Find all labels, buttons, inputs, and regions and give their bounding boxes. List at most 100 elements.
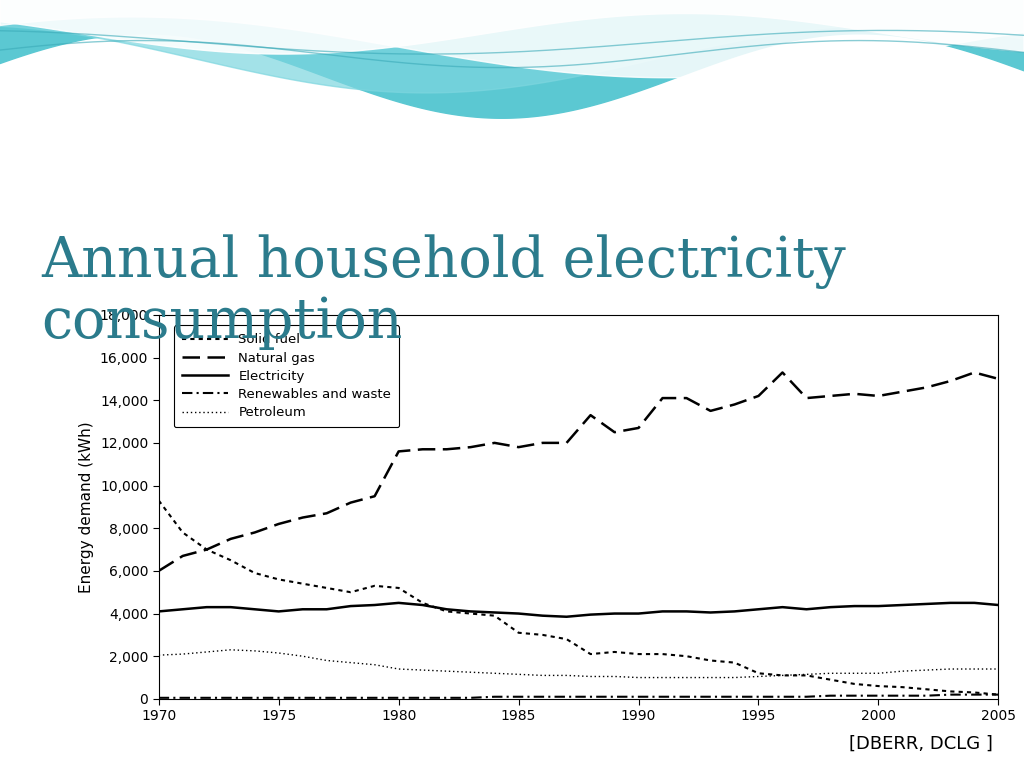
Solid fuel <box>465 609 477 618</box>
Renewables and waste <box>392 694 404 703</box>
Petroleum <box>440 667 453 676</box>
Renewables and waste <box>992 690 1005 699</box>
Solid fuel <box>153 496 165 505</box>
Natural gas <box>896 387 908 396</box>
Electricity <box>417 601 429 610</box>
Electricity <box>249 604 261 614</box>
Solid fuel <box>392 584 404 593</box>
Renewables and waste <box>872 691 885 700</box>
Petroleum <box>872 669 885 678</box>
Solid fuel <box>776 670 788 680</box>
Line: Solid fuel: Solid fuel <box>159 501 998 694</box>
Line: Petroleum: Petroleum <box>159 650 998 677</box>
Natural gas <box>776 368 788 377</box>
Legend: Solid fuel, Natural gas, Electricity, Renewables and waste, Petroleum: Solid fuel, Natural gas, Electricity, Re… <box>174 326 399 427</box>
Natural gas <box>585 411 597 420</box>
Natural gas <box>848 389 860 399</box>
Solid fuel <box>656 650 669 659</box>
Renewables and waste <box>921 691 933 700</box>
Natural gas <box>680 393 692 402</box>
Renewables and waste <box>585 692 597 701</box>
Renewables and waste <box>369 694 381 703</box>
Petroleum <box>344 658 356 667</box>
Electricity <box>872 601 885 611</box>
Petroleum <box>560 670 572 680</box>
Electricity <box>512 609 524 618</box>
Solid fuel <box>753 669 765 678</box>
Petroleum <box>272 648 285 657</box>
Solid fuel <box>680 651 692 660</box>
Solid fuel <box>272 574 285 584</box>
Electricity <box>608 609 621 618</box>
Natural gas <box>440 445 453 454</box>
Natural gas <box>465 442 477 452</box>
Petroleum <box>992 664 1005 674</box>
Petroleum <box>585 672 597 681</box>
Petroleum <box>417 665 429 675</box>
Renewables and waste <box>848 691 860 700</box>
Solid fuel <box>728 658 740 667</box>
Natural gas <box>969 368 981 377</box>
Solid fuel <box>344 588 356 597</box>
Petroleum <box>753 672 765 681</box>
Electricity <box>344 601 356 611</box>
Petroleum <box>801 670 813 679</box>
Petroleum <box>728 673 740 682</box>
Solid fuel <box>537 631 549 640</box>
Renewables and waste <box>249 694 261 703</box>
Electricity <box>633 609 645 618</box>
Electricity <box>321 604 333 614</box>
Petroleum <box>321 656 333 665</box>
Solid fuel <box>249 568 261 578</box>
Renewables and waste <box>969 690 981 699</box>
Renewables and waste <box>465 694 477 703</box>
Line: Electricity: Electricity <box>159 603 998 617</box>
Electricity <box>224 603 237 612</box>
Electricity <box>272 607 285 616</box>
Solid fuel <box>872 681 885 690</box>
Natural gas <box>728 400 740 409</box>
Electricity <box>488 608 501 617</box>
Electricity <box>297 604 309 614</box>
Solid fuel <box>848 680 860 689</box>
Electricity <box>896 601 908 610</box>
Electricity <box>585 610 597 619</box>
Natural gas <box>872 392 885 401</box>
Electricity <box>921 599 933 608</box>
Solid fuel <box>944 687 956 696</box>
Text: Annual household electricity: Annual household electricity <box>41 234 846 289</box>
Petroleum <box>921 665 933 675</box>
Electricity <box>392 598 404 607</box>
Line: Renewables and waste: Renewables and waste <box>159 694 998 698</box>
Natural gas <box>824 392 837 401</box>
Petroleum <box>512 670 524 679</box>
Electricity <box>537 611 549 621</box>
Petroleum <box>848 669 860 678</box>
Petroleum <box>201 647 213 657</box>
Electricity <box>969 598 981 607</box>
Natural gas <box>537 439 549 448</box>
Electricity <box>656 607 669 616</box>
Renewables and waste <box>753 692 765 701</box>
Petroleum <box>896 667 908 676</box>
Natural gas <box>656 393 669 402</box>
Petroleum <box>656 673 669 682</box>
Petroleum <box>705 673 717 682</box>
Solid fuel <box>297 579 309 588</box>
Solid fuel <box>369 581 381 591</box>
Petroleum <box>488 669 501 678</box>
Renewables and waste <box>201 694 213 703</box>
Solid fuel <box>992 690 1005 699</box>
Renewables and waste <box>680 692 692 701</box>
Natural gas <box>992 374 1005 383</box>
Renewables and waste <box>560 692 572 701</box>
Renewables and waste <box>824 691 837 700</box>
Petroleum <box>369 660 381 670</box>
Natural gas <box>705 406 717 415</box>
Solid fuel <box>585 650 597 659</box>
Text: [DBERR, DCLG ]: [DBERR, DCLG ] <box>849 735 993 753</box>
Solid fuel <box>801 670 813 680</box>
Solid fuel <box>176 528 188 537</box>
Solid fuel <box>969 688 981 697</box>
Natural gas <box>753 392 765 401</box>
